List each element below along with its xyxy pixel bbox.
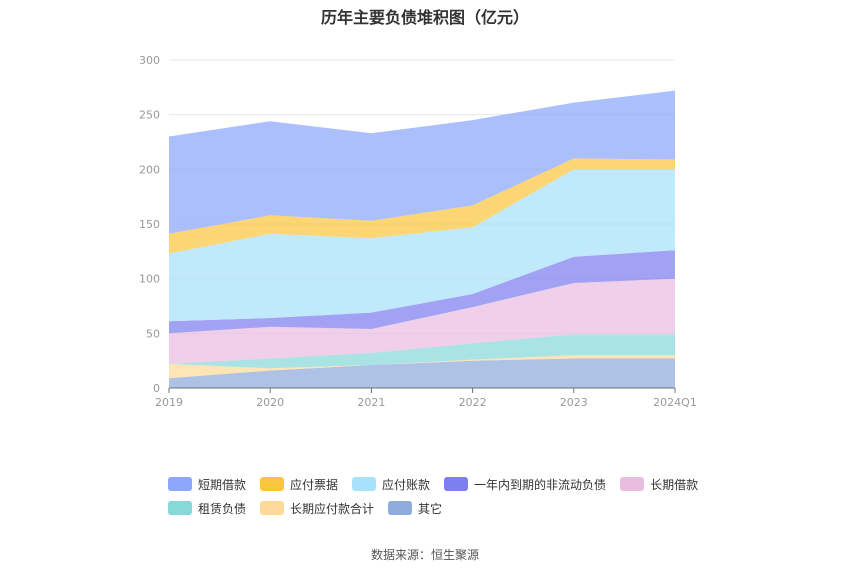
legend-swatch <box>388 501 413 515</box>
legend-swatch <box>260 501 285 515</box>
y-tick-label: 0 <box>153 382 160 395</box>
legend-item-current-noncurrent-liabilities[interactable]: 一年内到期的非流动负债 <box>444 476 606 493</box>
legend-item-accounts-payable[interactable]: 应付账款 <box>352 476 430 493</box>
area-其它 <box>169 358 675 388</box>
area-一年内到期的非流动负债 <box>169 250 675 334</box>
y-tick-label: 50 <box>146 327 160 340</box>
legend-item-notes-payable[interactable]: 应付票据 <box>260 476 338 493</box>
legend-item-short-term-loans[interactable]: 短期借款 <box>168 476 246 493</box>
legend-swatch <box>444 477 469 491</box>
stacked-area-chart: 0 50 100 150 200 250 300 2019 2020 2021 2022 2023 20… <box>139 54 697 409</box>
series-areas <box>169 90 675 388</box>
chart-title: 历年主要负债堆积图（亿元） <box>320 8 529 27</box>
x-tick-label: 2020 <box>256 396 284 409</box>
area-长期借款 <box>169 278 675 364</box>
legend-item-long-term-payables[interactable]: 长期应付款合计 <box>260 500 374 517</box>
legend-label: 其它 <box>418 501 443 516</box>
y-tick-label: 250 <box>139 109 160 122</box>
legend-swatch <box>352 477 377 491</box>
legend-item-long-term-loans[interactable]: 长期借款 <box>620 476 698 493</box>
legend-swatch <box>260 477 285 491</box>
legend-swatch <box>168 477 192 491</box>
x-tick-label: 2019 <box>155 396 183 409</box>
legend-item-lease-liabilities[interactable]: 租赁负债 <box>168 500 246 517</box>
area-长期应付款合计 <box>169 355 675 379</box>
area-应付票据 <box>169 158 675 254</box>
legend-swatch <box>620 477 645 491</box>
legend-row-2: 租赁负债 长期应付款合计 其它 <box>168 496 728 520</box>
y-tick-label: 150 <box>139 218 160 231</box>
legend-item-others[interactable]: 其它 <box>388 500 442 517</box>
y-tick-label: 100 <box>139 273 160 286</box>
legend-label: 应付账款 <box>382 477 431 492</box>
legend-label: 长期借款 <box>650 477 699 492</box>
area-应付账款 <box>169 169 675 322</box>
y-tick-label: 300 <box>139 54 160 67</box>
legend-label: 短期借款 <box>198 477 247 492</box>
legend-label: 租赁负债 <box>198 501 247 516</box>
axes: 0 50 100 150 200 250 300 2019 2020 2021 2022 2023 20… <box>139 54 697 409</box>
x-tick-label: 2024Q1 <box>653 396 697 409</box>
legend-row-1: 短期借款 应付票据 应付账款 一年内到期的非流动负债 长期借款 <box>168 472 728 496</box>
x-tick-label: 2023 <box>560 396 588 409</box>
legend: 短期借款 应付票据 应付账款 一年内到期的非流动负债 长期借款 租赁负债 长期应… <box>168 472 728 520</box>
area-短期借款 <box>169 90 675 234</box>
legend-label: 长期应付款合计 <box>290 501 375 516</box>
legend-swatch <box>168 501 192 515</box>
y-tick-label: 200 <box>139 163 160 176</box>
x-tick-label: 2022 <box>459 396 487 409</box>
legend-label: 一年内到期的非流动负债 <box>474 477 607 492</box>
data-source: 数据来源：恒生聚源 <box>370 548 479 562</box>
area-租赁负债 <box>169 334 675 369</box>
legend-label: 应付票据 <box>290 477 339 492</box>
x-tick-label: 2021 <box>357 396 385 409</box>
